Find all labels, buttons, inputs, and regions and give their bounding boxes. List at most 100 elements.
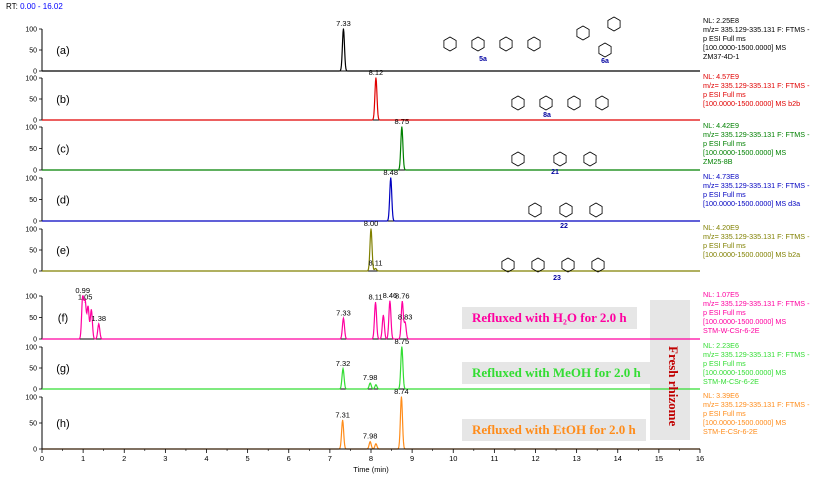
trace-info-line: p ESI Full ms — [703, 34, 746, 43]
trace-info-line: m/z= 335.129-335.131 F: FTMS - — [703, 350, 810, 359]
x-tick-label: 16 — [696, 454, 704, 463]
trace-info-line: NL: 4.73E8 — [703, 172, 739, 181]
fresh-label-background — [650, 300, 690, 440]
peak-point — [90, 309, 92, 311]
peak-label: 1.38 — [91, 314, 106, 323]
trace-info-line: NL: 2.23E6 — [703, 341, 739, 350]
peak-label: 8.83 — [398, 313, 413, 322]
trace-info-line: m/z= 335.129-335.131 F: FTMS - — [703, 130, 810, 139]
trace-info-line: NL: 3.39E6 — [703, 391, 739, 400]
trace-info: NL: 1.07E5 m/z= 335.129-335.131 F: FTMS -… — [703, 290, 809, 335]
trace-info: NL: 2.23E6 m/z= 335.129-335.131 F: FTMS -… — [703, 341, 809, 386]
trace-info-line: [100.0000-1500.0000] MS — [703, 148, 787, 157]
chemical-ring — [443, 36, 457, 52]
peak-point — [87, 306, 89, 308]
peak-label: 7.31 — [335, 410, 350, 419]
peak-point — [98, 323, 100, 325]
peak-point — [389, 300, 391, 302]
x-tick-label: 10 — [449, 454, 457, 463]
peak-point — [369, 382, 371, 384]
trace-info-line: ZM37-4D-1 — [703, 52, 740, 61]
trace-info-line: p ESI Full ms — [703, 241, 746, 250]
peak-label: 0.99 — [75, 286, 90, 295]
peak-label: 8.46 — [383, 291, 398, 300]
trace-info-line: NL: 4.20E9 — [703, 223, 739, 232]
peak-point — [382, 314, 384, 316]
trace-info-line: NL: 4.42E9 — [703, 121, 739, 130]
trace-info-line: p ESI Full ms — [703, 190, 746, 199]
trace-info-line: [100.0000-1500.0000] MS d3a — [703, 199, 801, 208]
peak-point — [84, 301, 86, 304]
trace-info-line: ZM25-8B — [703, 157, 733, 166]
trace-info-line: p ESI Full ms — [703, 139, 746, 148]
trace-info-line: NL: 2.25E8 — [703, 16, 739, 25]
compound-label: 22 — [560, 223, 568, 230]
trace-line — [42, 126, 700, 171]
trace-info-line: STM-M-CSr-6-2E — [703, 377, 759, 386]
peak-point — [342, 28, 345, 30]
rt-range-label: RT: 0.00 - 16.02 — [6, 2, 63, 11]
trace-info-line: [100.0000-1500.0000] MS b2b — [703, 99, 801, 108]
y-tick-label: 50 — [29, 146, 37, 153]
trace-info-line: m/z= 335.129-335.131 F: FTMS - — [703, 181, 810, 190]
trace-info: NL: 4.57E9 m/z= 335.129-335.131 F: FTMS -… — [703, 72, 809, 108]
chemical-ring — [527, 36, 541, 52]
peak-label: 7.33 — [336, 19, 351, 28]
peak-point — [342, 317, 345, 319]
trace-info-line: [100.0000-1500.0000] MS — [703, 368, 787, 377]
panel-label: (f) — [58, 313, 68, 325]
peak-point — [342, 419, 344, 421]
y-tick-label: 100 — [25, 27, 37, 34]
compound-label: 6a — [601, 58, 609, 65]
x-tick-label: 4 — [204, 454, 208, 463]
peak-point — [374, 267, 377, 270]
condition-label: Refluxed with H₂O for 2.0 h — [462, 307, 637, 329]
y-tick-label: 0 — [33, 219, 37, 226]
peak-label: 7.98 — [363, 373, 378, 382]
trace-info-line: [100.0000-1500.0000] MS — [703, 43, 787, 52]
x-tick-label: 3 — [163, 454, 167, 463]
chemical-ring — [471, 36, 485, 52]
peak-point — [82, 295, 84, 297]
peak-label: 7.33 — [336, 308, 351, 317]
chemical-ring — [591, 257, 605, 273]
chemical-ring — [561, 257, 575, 273]
chemical-ring — [539, 95, 553, 111]
peak-point — [401, 126, 403, 128]
y-tick-label: 100 — [25, 176, 37, 183]
rt-prefix: RT: — [6, 2, 18, 11]
panel-label: (h) — [56, 418, 69, 430]
y-tick-label: 0 — [33, 69, 37, 76]
panel-label: (a) — [56, 45, 69, 57]
y-tick-label: 100 — [25, 227, 37, 234]
x-tick-label: 12 — [531, 454, 539, 463]
chemical-ring — [499, 36, 513, 52]
y-tick-label: 100 — [25, 345, 37, 352]
chemical-ring — [589, 202, 603, 218]
panel-label: (b) — [56, 94, 69, 106]
y-tick-label: 50 — [29, 48, 37, 55]
trace-line — [42, 77, 700, 121]
chemical-ring — [576, 25, 590, 41]
x-tick-label: 13 — [572, 454, 580, 463]
peak-label: 8.48 — [383, 168, 398, 177]
trace-info-line: m/z= 335.129-335.131 F: FTMS - — [703, 81, 810, 90]
y-tick-label: 50 — [29, 366, 37, 373]
peak-label: 8.74 — [394, 387, 409, 396]
panel-label: (c) — [57, 144, 70, 156]
peak-point — [375, 77, 377, 79]
trace-info: NL: 4.73E8 m/z= 335.129-335.131 F: FTMS -… — [703, 172, 809, 208]
y-tick-label: 0 — [33, 269, 37, 276]
peak-point — [369, 441, 371, 443]
chemical-ring — [528, 202, 542, 218]
peak-point — [375, 443, 377, 445]
chemical-ring — [583, 151, 597, 167]
trace-info: NL: 3.39E6 m/z= 335.129-335.131 F: FTMS -… — [703, 391, 809, 436]
peak-label: 8.76 — [395, 292, 410, 301]
trace-info-line: p ESI Full ms — [703, 90, 746, 99]
x-tick-label: 0 — [40, 454, 44, 463]
trace-info-line: p ESI Full ms — [703, 359, 746, 368]
peak-point — [342, 368, 344, 370]
peak-label: 8.75 — [395, 337, 410, 346]
y-tick-label: 100 — [25, 125, 37, 132]
